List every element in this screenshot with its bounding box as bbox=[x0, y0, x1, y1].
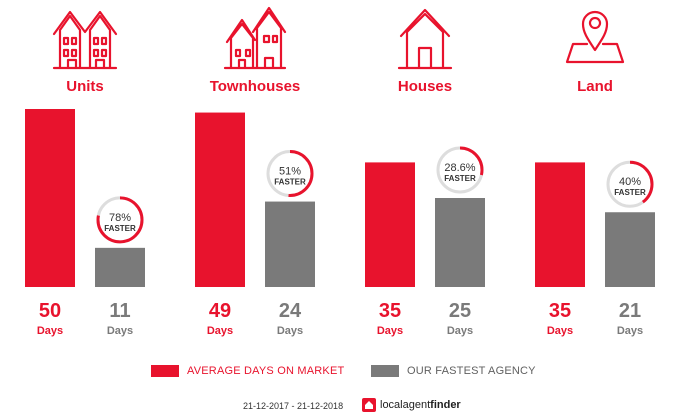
unit-label: Days bbox=[547, 325, 573, 337]
legend-swatch-agency bbox=[371, 365, 399, 377]
faster-badge-bg bbox=[95, 194, 145, 245]
value-average-days: 35 bbox=[549, 300, 571, 322]
unit-label: Days bbox=[617, 325, 643, 337]
faster-badge: 28.6%FASTER bbox=[435, 145, 485, 195]
brand-mark-icon bbox=[362, 398, 376, 412]
bar-average-days bbox=[365, 162, 415, 287]
bar-average-days bbox=[535, 162, 585, 287]
brand-suffix: finder bbox=[430, 399, 461, 411]
faster-ring-progress bbox=[266, 150, 314, 198]
faster-percent: 51% bbox=[279, 166, 301, 178]
date-range: 21-12-2017 - 21-12-2018 bbox=[243, 401, 344, 411]
legend-swatch-average bbox=[151, 365, 179, 377]
value-average-days: 50 bbox=[39, 300, 61, 322]
land-pin-icon bbox=[565, 10, 625, 64]
faster-text: FASTER bbox=[614, 188, 646, 197]
value-average-days: 49 bbox=[209, 300, 231, 322]
value-agency-days: 24 bbox=[279, 300, 302, 322]
faster-text: FASTER bbox=[444, 174, 476, 183]
land-pin-icon-path bbox=[565, 10, 625, 64]
value-average-days: 35 bbox=[379, 300, 401, 322]
faster-badge-bg bbox=[435, 145, 485, 195]
category-group-houses: Houses 35 Days 25 Days 28.6%FASTER bbox=[365, 8, 485, 337]
category-group-units: Units 50 Days 11 Days 78%FASTER bbox=[25, 10, 145, 337]
bar-agency-days bbox=[95, 247, 145, 287]
legend-item-average: AVERAGE DAYS ON MARKET bbox=[151, 363, 344, 379]
category-label: Townhouses bbox=[210, 78, 301, 95]
faster-ring-progress bbox=[436, 146, 484, 194]
faster-badge: 40%FASTER bbox=[605, 159, 655, 210]
unit-label: Days bbox=[447, 325, 473, 337]
townhouses-icon bbox=[223, 6, 287, 70]
houses-icon-path bbox=[397, 8, 453, 70]
faster-badge-bg bbox=[265, 148, 315, 199]
houses-icon bbox=[397, 8, 453, 70]
faster-text: FASTER bbox=[274, 178, 306, 187]
faster-ring-progress bbox=[96, 196, 144, 244]
legend-label-agency: OUR FASTEST AGENCY bbox=[407, 365, 536, 377]
faster-percent: 78% bbox=[109, 212, 131, 224]
category-group-land: Land 35 Days 21 Days 40%FASTER bbox=[535, 10, 655, 337]
townhouses-icon-path bbox=[223, 6, 287, 70]
unit-label: Days bbox=[207, 325, 233, 337]
brand-logo: localagentfinder bbox=[362, 398, 461, 412]
unit-label: Days bbox=[107, 325, 133, 337]
bar-agency-days bbox=[435, 198, 485, 287]
bar-average-days bbox=[25, 109, 75, 287]
bar-average-days bbox=[195, 112, 245, 287]
value-agency-days: 11 bbox=[109, 300, 130, 322]
category-group-townhouses: Townhouses 49 Days 24 Days 51%FASTER bbox=[195, 6, 315, 337]
faster-percent: 28.6% bbox=[444, 162, 475, 174]
bar-agency-days bbox=[265, 201, 315, 287]
category-label: Houses bbox=[398, 78, 452, 95]
faster-text: FASTER bbox=[104, 224, 136, 233]
unit-label: Days bbox=[37, 325, 63, 337]
value-agency-days: 25 bbox=[449, 300, 471, 322]
unit-label: Days bbox=[277, 325, 303, 337]
footer: 21-12-2017 - 21-12-2018 localagentfinder bbox=[0, 397, 700, 417]
legend-item-agency: OUR FASTEST AGENCY bbox=[371, 363, 536, 379]
legend-label-average: AVERAGE DAYS ON MARKET bbox=[187, 365, 345, 377]
bar-agency-days bbox=[605, 212, 655, 287]
faster-ring-progress bbox=[606, 160, 654, 208]
value-agency-days: 21 bbox=[619, 300, 641, 322]
faster-percent: 40% bbox=[619, 176, 641, 188]
units-icon-path bbox=[52, 10, 118, 70]
faster-badge: 51%FASTER bbox=[265, 148, 315, 199]
category-label: Land bbox=[577, 78, 613, 95]
brand-prefix: localagent bbox=[380, 399, 431, 411]
faster-badge-bg bbox=[605, 159, 655, 210]
category-label: Units bbox=[66, 78, 104, 95]
faster-badge: 78%FASTER bbox=[95, 194, 145, 245]
unit-label: Days bbox=[377, 325, 403, 337]
units-icon bbox=[52, 10, 118, 70]
